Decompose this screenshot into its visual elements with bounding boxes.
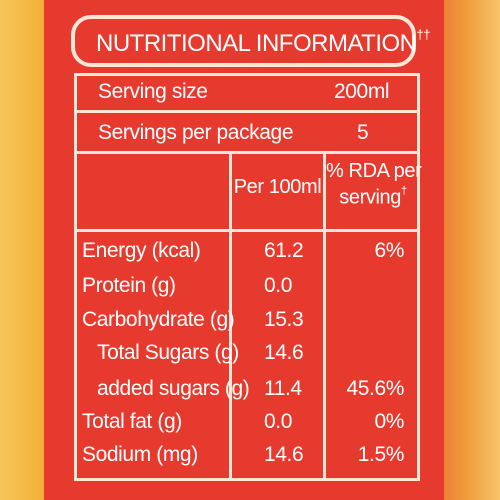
per-100ml-value: 0.0 [264, 410, 292, 433]
per-100ml-value: 14.6 [264, 443, 304, 466]
rda-value: 6% [374, 239, 404, 262]
label-title: NUTRITIONAL INFORMATION†† [96, 27, 430, 57]
header-rda: % RDA per serving† [326, 160, 422, 209]
servings-per-package-value: 5 [357, 121, 369, 144]
per-100ml-value: 61.2 [264, 239, 304, 262]
rda-value: 1.5% [357, 443, 405, 466]
serving-size-label: Serving size [98, 80, 208, 103]
nutrition-table [74, 73, 420, 481]
nutrient-label: Carbohydrate (g) [82, 308, 235, 331]
column-divider-2 [323, 151, 326, 481]
serving-size-value: 200ml [334, 80, 390, 103]
header-per-100ml: Per 100ml [233, 176, 322, 198]
nutrient-label: Total fat (g) [82, 410, 182, 433]
nutrient-label: added sugars (g) [97, 377, 250, 400]
divider-serving [74, 110, 420, 113]
label-panel [44, 0, 444, 500]
per-100ml-value: 15.3 [264, 308, 304, 331]
column-divider-1 [229, 151, 232, 481]
title-frame [71, 15, 416, 67]
divider-package [74, 151, 420, 154]
per-100ml-value: 11.4 [264, 377, 302, 400]
nutrient-label: Energy (kcal) [82, 239, 201, 262]
divider-header [74, 229, 420, 232]
rda-value: 45.6% [346, 377, 404, 400]
nutrient-label: Sodium (mg) [82, 443, 198, 466]
per-100ml-value: 14.6 [264, 341, 304, 364]
nutrient-label: Protein (g) [82, 274, 176, 297]
servings-per-package-label: Servings per package [98, 121, 294, 144]
rda-value: 0% [374, 410, 404, 433]
per-100ml-value: 0.0 [264, 274, 292, 297]
nutrient-label: Total Sugars (g) [97, 341, 239, 364]
